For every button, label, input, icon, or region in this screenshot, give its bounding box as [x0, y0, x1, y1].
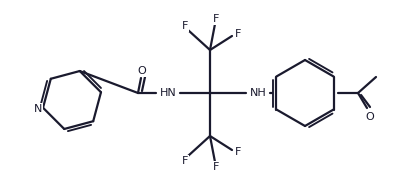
Text: O: O	[366, 112, 374, 122]
Text: F: F	[213, 162, 219, 172]
Text: F: F	[182, 156, 188, 166]
Text: F: F	[235, 147, 241, 157]
Text: F: F	[182, 21, 188, 31]
Text: F: F	[235, 29, 241, 39]
Text: NH: NH	[250, 88, 266, 98]
Text: HN: HN	[160, 88, 177, 98]
Text: N: N	[34, 104, 42, 114]
Text: O: O	[138, 66, 147, 76]
Text: F: F	[213, 14, 219, 24]
